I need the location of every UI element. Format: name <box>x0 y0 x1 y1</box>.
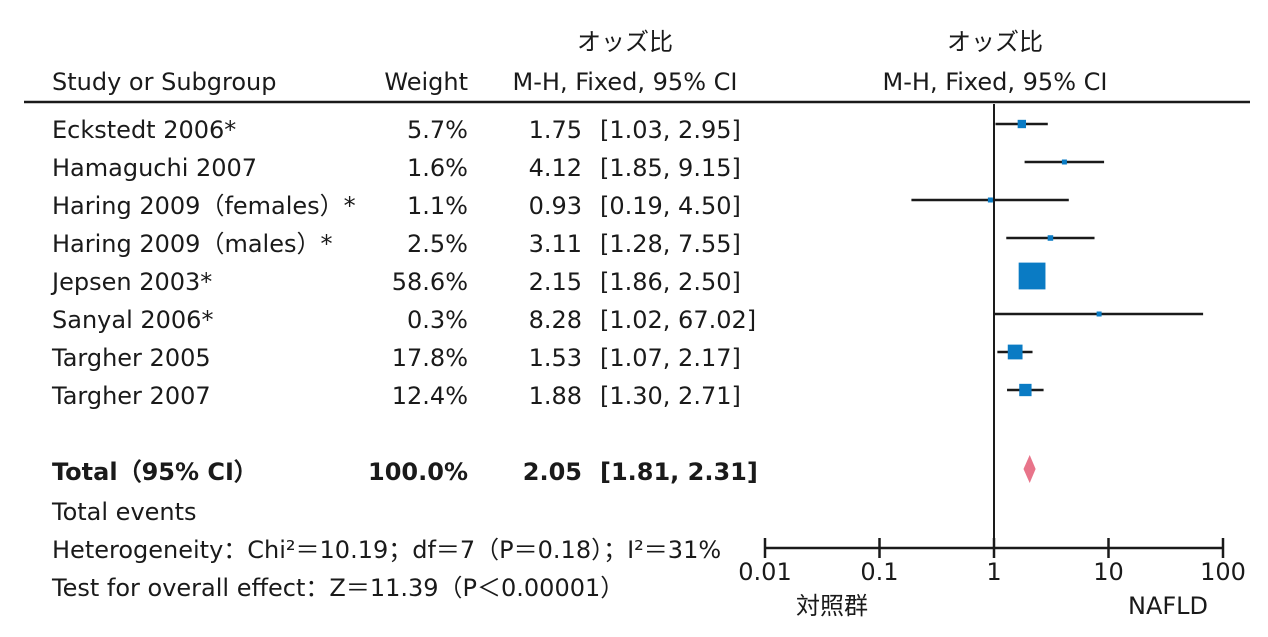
study-weight: 17.8% <box>391 344 468 372</box>
study-or: 1.88 <box>528 382 582 410</box>
or-square <box>1096 311 1102 317</box>
x-tick-label: 1 <box>986 558 1001 586</box>
or-square <box>1007 344 1023 360</box>
study-or: 2.15 <box>528 268 582 296</box>
study-ci: [1.02, 67.02] <box>600 306 757 334</box>
or-square <box>1019 383 1032 397</box>
or-square <box>1018 262 1046 290</box>
total-weight: 100.0% <box>368 458 468 486</box>
study-name: Targher 2005 <box>52 344 211 372</box>
or-square <box>987 197 993 203</box>
study-or: 4.12 <box>528 154 582 182</box>
or-square <box>1047 235 1054 241</box>
study-or: 1.53 <box>528 344 582 372</box>
or-square <box>1061 159 1067 165</box>
total-ci: [1.81, 2.31] <box>600 458 758 486</box>
weight-column-header: Weight <box>384 68 468 96</box>
study-weight: 0.3% <box>407 306 468 334</box>
study-ci: [1.07, 2.17] <box>600 344 741 372</box>
study-ci: [1.03, 2.95] <box>600 116 741 144</box>
x-tick-label: 100 <box>1200 558 1246 586</box>
study-ci: [1.30, 2.71] <box>600 382 741 410</box>
study-name: Eckstedt 2006* <box>52 116 237 144</box>
study-weight: 1.6% <box>407 154 468 182</box>
study-ci: [1.86, 2.50] <box>600 268 741 296</box>
study-column-header: Study or Subgroup <box>52 68 277 96</box>
x-tick-label: 10 <box>1093 558 1124 586</box>
study-name: Hamaguchi 2007 <box>52 154 258 182</box>
heterogeneity-text: Heterogeneity：Chi²＝10.19；df＝7（P＝0.18）；I²… <box>52 536 722 564</box>
or-column-title: オッズ比 <box>577 28 673 56</box>
study-or: 1.75 <box>528 116 582 144</box>
study-weight: 58.6% <box>391 268 468 296</box>
study-or: 3.11 <box>528 230 582 258</box>
axis-left-label: 対照群 <box>796 592 868 620</box>
study-weight: 12.4% <box>391 382 468 410</box>
total-or: 2.05 <box>522 458 582 486</box>
plot-title: オッズ比 <box>947 28 1043 56</box>
study-ci: [0.19, 4.50] <box>600 192 741 220</box>
total-diamond <box>1023 455 1036 483</box>
study-or: 8.28 <box>528 306 582 334</box>
axis-right-label: NAFLD <box>1128 592 1209 620</box>
study-name: Haring 2009（females）* <box>52 192 356 220</box>
study-weight: 1.1% <box>407 192 468 220</box>
study-name: Jepsen 2003* <box>52 268 213 296</box>
study-weight: 5.7% <box>407 116 468 144</box>
study-name: Targher 2007 <box>52 382 211 410</box>
total-events: Total events <box>52 498 197 526</box>
total-label: Total（95% CI） <box>52 458 258 486</box>
overall-effect-text: Test for overall effect：Z＝11.39（P＜0.0000… <box>52 574 625 602</box>
x-tick-label: 0.1 <box>860 558 898 586</box>
study-or: 0.93 <box>528 192 582 220</box>
study-ci: [1.85, 9.15] <box>600 154 741 182</box>
study-name: Haring 2009（males）* <box>52 230 333 258</box>
or-square <box>1017 119 1027 129</box>
x-tick-label: 0.01 <box>738 558 791 586</box>
plot-subtitle: M-H, Fixed, 95% CI <box>882 68 1108 96</box>
study-name: Sanyal 2006* <box>52 306 214 334</box>
study-weight: 2.5% <box>407 230 468 258</box>
or-column-subheader: M-H, Fixed, 95% CI <box>512 68 738 96</box>
study-ci: [1.28, 7.55] <box>600 230 741 258</box>
